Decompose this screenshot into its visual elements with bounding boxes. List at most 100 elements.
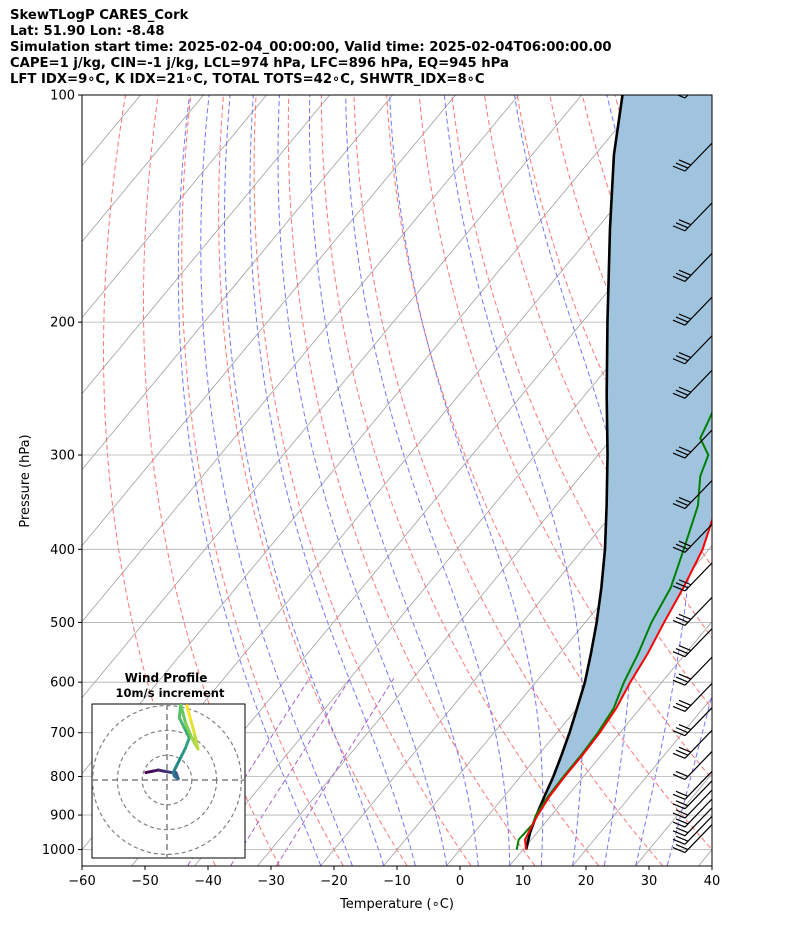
- isotherm-line: [257, 317, 712, 866]
- wind-barb-flag: [675, 790, 689, 797]
- dry-adiabat-line: [386, 95, 712, 851]
- wind-barb-flag: [675, 499, 689, 507]
- wind-barbs: [672, 87, 712, 854]
- hodograph-segment: [182, 726, 191, 740]
- y-tick-label: 800: [50, 770, 75, 785]
- hodograph-title: Wind Profile: [125, 671, 208, 685]
- wind-barb-flag: [678, 269, 692, 276]
- wind-barb-staff: [684, 523, 712, 553]
- wind-barb-flag: [678, 352, 692, 359]
- x-tick-label: −40: [194, 874, 221, 889]
- hodograph-segment: [184, 736, 191, 750]
- wind-barb-flag: [675, 616, 689, 623]
- isotherm-line: [698, 848, 712, 866]
- wind-barb-flag: [678, 579, 692, 586]
- wind-barb: [672, 656, 712, 686]
- wind-barb: [672, 729, 712, 759]
- wind-barb-flag: [672, 847, 686, 854]
- wind-barb-staff: [684, 798, 712, 828]
- wind-barb-staff: [684, 751, 712, 780]
- wind-barb: [672, 789, 712, 819]
- y-tick-label: 200: [50, 316, 75, 331]
- wind-barb: [672, 369, 712, 399]
- wind-barb: [672, 824, 712, 854]
- wind-barb-flag: [675, 827, 689, 834]
- moist-adiabat-line: [345, 95, 511, 866]
- wind-barb-staff: [684, 335, 712, 365]
- dry-adiabat-line: [181, 95, 344, 866]
- wind-barb-flag: [678, 644, 692, 652]
- hodograph-segment: [174, 756, 183, 770]
- isotherm-line: [572, 696, 712, 866]
- y-tick-label: 700: [50, 726, 75, 741]
- wind-barb-flag: [672, 651, 686, 658]
- wind-barb-flag: [675, 676, 689, 683]
- wind-barb: [672, 523, 712, 553]
- wind-barb-flag: [672, 546, 686, 553]
- wind-barb-staff: [684, 707, 712, 737]
- moist-adiabat-line: [200, 95, 353, 866]
- wind-barb-flag: [672, 225, 686, 232]
- dry-adiabat-line: [320, 95, 600, 866]
- wind-barb-flag: [675, 835, 689, 842]
- wind-barb: [672, 562, 712, 592]
- hodograph-segment: [189, 717, 196, 735]
- wind-barb-staff: [684, 807, 712, 837]
- isotherm-line: [82, 95, 519, 623]
- parcel-profile-line: [524, 95, 624, 850]
- wind-barb-staff: [684, 789, 712, 819]
- hodograph-segment: [179, 704, 188, 725]
- wind-barb-flag: [672, 838, 686, 845]
- wind-barb: [672, 429, 712, 459]
- wind-barb-flag: [672, 502, 686, 510]
- wind-barb: [672, 202, 712, 232]
- wind-barb-staff: [684, 824, 712, 854]
- wind-barb-flag: [678, 219, 692, 226]
- wind-barb-flag: [686, 95, 688, 96]
- dry-adiabat-line: [218, 95, 408, 866]
- dry-adiabat-line: [778, 95, 794, 866]
- wind-barb-staff: [684, 780, 712, 810]
- wind-barb-staff: [684, 597, 712, 626]
- isotherm-line: [82, 95, 582, 699]
- wind-barb-staff: [684, 683, 712, 712]
- hodograph-segment: [185, 704, 193, 721]
- wind-barb-flag: [675, 818, 689, 825]
- wind-barb-flag: [672, 165, 686, 172]
- y-tick-label: 400: [50, 543, 75, 558]
- wind-barb-flag: [675, 702, 689, 709]
- wind-barb-flag: [675, 272, 689, 279]
- chart-title: SkewTLogP CARES_Cork: [10, 8, 189, 23]
- wind-barb-flag: [672, 619, 686, 626]
- wind-barb-staff: [684, 95, 689, 99]
- location-line: Lat: 51.90 Lon: -8.48: [10, 24, 165, 39]
- moist-adiabat-line: [223, 95, 385, 866]
- isotherm-line: [82, 95, 204, 243]
- wind-barb-flag: [675, 355, 689, 362]
- wind-barb-flag: [672, 679, 686, 686]
- moist-adiabat-lines: [177, 95, 712, 866]
- wind-barb-staff: [684, 815, 712, 845]
- dry-adiabat-line: [418, 95, 712, 780]
- time-line: Simulation start time: 2025-02-04_00:00:…: [10, 40, 612, 55]
- dry-adiabat-line: [353, 95, 663, 866]
- y-axis-label: Pressure (hPa): [18, 434, 33, 527]
- wind-barb-staff: [684, 369, 712, 399]
- wind-barb-flag: [678, 723, 692, 731]
- wind-barb-staff: [684, 296, 712, 326]
- x-tick-label: 40: [704, 874, 721, 889]
- wind-barb-staff: [684, 202, 712, 232]
- wind-barb-flag: [678, 313, 692, 320]
- wind-barb-flag: [678, 673, 692, 680]
- wind-barb-staff: [684, 429, 712, 459]
- x-tick-label: −50: [131, 874, 158, 889]
- hodograph-segment: [192, 731, 200, 751]
- wind-barb-staff: [684, 142, 712, 172]
- wind-barb-flag: [678, 496, 692, 503]
- y-tick-label: 1000: [42, 843, 75, 858]
- wind-barb-flag: [672, 773, 686, 781]
- isotherm-line: [509, 620, 712, 866]
- wind-barb-flag: [679, 87, 691, 92]
- hodograph-inset: Wind Profile 10m/s increment: [91, 671, 246, 859]
- dry-adiabat-line: [483, 95, 712, 639]
